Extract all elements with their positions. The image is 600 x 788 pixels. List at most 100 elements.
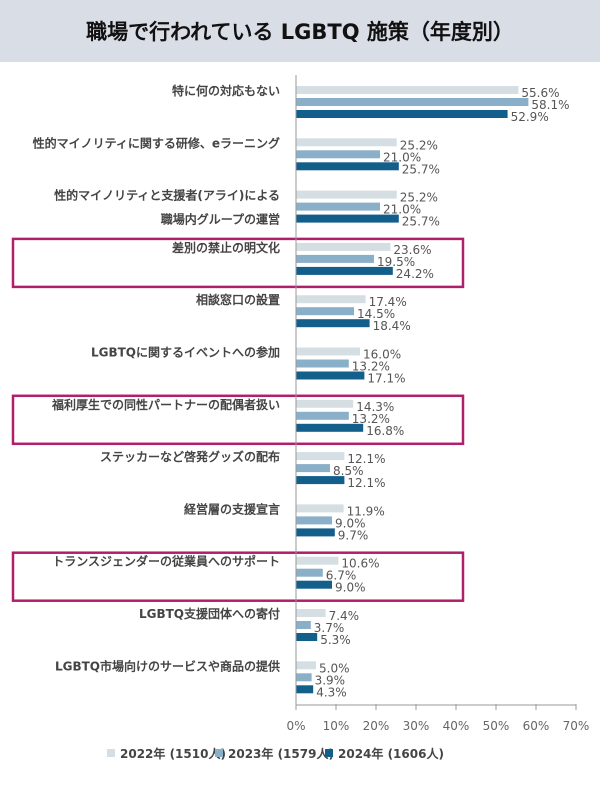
bar — [296, 556, 339, 565]
data-label: 17.1% — [367, 372, 405, 386]
category-label: 福利厚生での同性パートナーの配偶者扱い — [51, 397, 280, 412]
highlight-box — [11, 237, 465, 289]
data-label: 21.0% — [383, 150, 421, 164]
bar — [296, 359, 349, 368]
data-label: 52.9% — [511, 110, 549, 124]
bar — [296, 371, 365, 380]
legend-label: 2024年 (1606人) — [338, 746, 444, 761]
x-tick-label: 40% — [443, 719, 470, 733]
bar — [296, 452, 345, 461]
bar — [296, 202, 380, 211]
data-label: 9.7% — [338, 528, 369, 542]
category-label: 職場内グループの運営 — [161, 212, 280, 227]
data-label: 4.3% — [316, 685, 347, 699]
legend-swatch — [325, 749, 333, 757]
x-tick-label: 30% — [403, 719, 430, 733]
category-label: LGBTQ市場向けのサービスや商品の提供 — [55, 658, 280, 673]
data-label: 10.6% — [341, 557, 379, 571]
category-label: 特に何の対応もない — [172, 83, 280, 98]
category-label: 経営層の支援宣言 — [184, 501, 280, 516]
bar — [296, 319, 370, 328]
chart-title: 職場で行われている LGBTQ 施策（年度別） — [86, 20, 514, 44]
bar — [296, 504, 344, 513]
data-label: 3.7% — [314, 621, 345, 635]
category-label: 性的マイノリティに関する研修、eラーニング — [32, 135, 280, 150]
data-label: 16.8% — [366, 424, 404, 438]
category-label: 差別の禁止の明文化 — [171, 240, 280, 255]
data-label: 16.0% — [363, 348, 401, 362]
legend-swatch — [215, 749, 223, 757]
data-label: 14.3% — [356, 400, 394, 414]
bar — [296, 476, 345, 485]
data-label: 9.0% — [335, 581, 366, 595]
bar — [296, 399, 354, 408]
highlight-box — [11, 551, 465, 602]
bar — [296, 673, 312, 682]
legend-label: 2022年 (1510人) — [120, 746, 226, 761]
data-label: 9.0% — [335, 516, 366, 530]
legend-label: 2023年 (1579人) — [228, 746, 334, 761]
category-label: LGBTQ支援団体への寄付 — [139, 606, 280, 621]
data-label: 11.9% — [347, 504, 385, 518]
data-label: 17.4% — [369, 295, 407, 309]
data-label: 23.6% — [393, 243, 431, 257]
bar — [296, 411, 349, 420]
data-label: 3.9% — [315, 673, 346, 687]
bar — [296, 150, 380, 159]
bar — [296, 266, 393, 275]
bar — [296, 633, 318, 641]
bar — [296, 568, 323, 577]
data-label: 25.2% — [400, 138, 438, 152]
data-label: 5.0% — [319, 661, 350, 675]
bar — [296, 609, 326, 617]
data-label: 55.6% — [521, 86, 559, 100]
x-tick-label: 50% — [483, 719, 510, 733]
bar — [296, 98, 529, 106]
data-label: 13.2% — [352, 412, 390, 426]
x-tick-label: 0% — [286, 719, 305, 733]
x-tick-label: 70% — [563, 719, 590, 733]
bar — [296, 528, 335, 537]
data-label: 19.5% — [377, 255, 415, 269]
bar — [296, 661, 316, 670]
bar — [296, 86, 519, 94]
category-label: 性的マイノリティと支援者(アライ)による — [53, 188, 280, 203]
bar — [296, 162, 399, 171]
data-label: 25.2% — [400, 191, 438, 205]
bar — [296, 423, 364, 432]
bar — [296, 347, 360, 356]
data-label: 8.5% — [333, 464, 364, 478]
data-label: 58.1% — [531, 98, 569, 112]
data-label: 21.0% — [383, 203, 421, 217]
data-label: 25.7% — [402, 162, 440, 176]
data-label: 12.1% — [347, 476, 385, 490]
data-label: 13.2% — [352, 360, 390, 374]
data-label: 12.1% — [347, 452, 385, 466]
data-label: 7.4% — [329, 609, 360, 623]
bar — [296, 464, 330, 473]
bar — [296, 580, 332, 589]
category-label: トランスジェンダーの従業員へのサポート — [52, 554, 280, 569]
chart-header: 職場で行われている LGBTQ 施策（年度別） — [0, 0, 600, 62]
bar — [296, 242, 391, 251]
bar — [296, 621, 311, 629]
legend-swatch — [107, 749, 115, 757]
bar — [296, 190, 397, 199]
bar — [296, 110, 508, 118]
category-label: ステッカーなど啓発グッズの配布 — [100, 449, 280, 464]
data-label: 25.7% — [402, 215, 440, 229]
x-tick-label: 20% — [363, 719, 390, 733]
data-label: 18.4% — [373, 319, 411, 333]
bar — [296, 214, 399, 223]
bar — [296, 254, 374, 263]
bar — [296, 685, 314, 694]
data-label: 5.3% — [320, 633, 351, 647]
x-tick-label: 60% — [523, 719, 550, 733]
data-label: 14.5% — [357, 307, 395, 321]
x-tick-label: 10% — [323, 719, 350, 733]
highlight-box — [11, 394, 465, 446]
data-label: 6.7% — [326, 569, 357, 583]
category-label: LGBTQに関するイベントへの参加 — [91, 345, 280, 360]
bar — [296, 516, 332, 525]
